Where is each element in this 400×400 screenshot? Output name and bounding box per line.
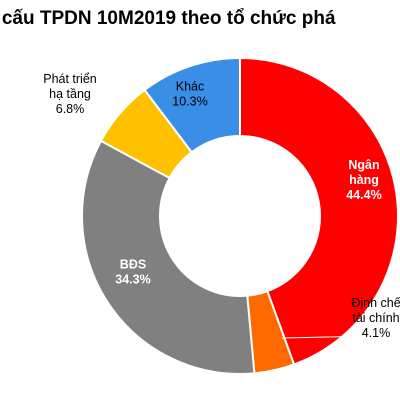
slice-label-line: hạ tầng (49, 87, 91, 101)
slice-label-line: 10.3% (172, 95, 207, 109)
slice-label-2: BĐS 34.3% (115, 258, 150, 287)
slice-label-line: BĐS (120, 258, 146, 272)
slice-label-0: Ngân hàng 44.4% (346, 158, 381, 202)
slice-label-line: 4.1% (362, 326, 391, 340)
leader-line-1 (281, 335, 375, 339)
slice-0 (239, 56, 399, 366)
slice-label-4: Khác 10.3% (172, 80, 207, 109)
slice-label-3: Phát triển hạ tầng 6.8% (43, 72, 97, 116)
chart-title: y cấu TPDN 10M2019 theo tổ chức phá (0, 8, 336, 29)
slice-label-line: Định chế (351, 296, 400, 310)
slice-label-line: Phát triển (43, 72, 97, 86)
slice-label-line: 34.3% (115, 273, 150, 287)
slice-label-1: Định chế tài chính 4.1% (351, 296, 400, 340)
slice-4 (143, 56, 241, 154)
slice-2 (81, 139, 256, 375)
slice-label-line: Ngân (348, 158, 379, 172)
slice-label-line: 6.8% (56, 102, 85, 116)
slice-label-line: Khác (176, 80, 205, 94)
slice-label-line: tài chính (352, 311, 399, 325)
slice-label-line: 44.4% (346, 188, 381, 202)
slice-label-line: hàng (349, 173, 379, 187)
